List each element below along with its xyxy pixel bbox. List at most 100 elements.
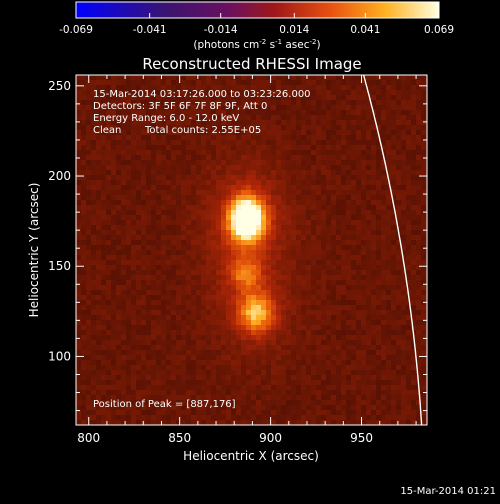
heatmap-cell (136, 300, 141, 305)
heatmap-cell (156, 390, 161, 395)
heatmap-cell (301, 410, 306, 415)
heatmap-cell (361, 165, 366, 170)
heatmap-cell (251, 305, 256, 310)
heatmap-cell (246, 315, 251, 320)
heatmap-cell (211, 145, 216, 150)
heatmap-cell (166, 255, 171, 260)
heatmap-cell (251, 80, 256, 85)
heatmap-cell (181, 225, 186, 230)
heatmap-cell (166, 215, 171, 220)
heatmap-cell (111, 165, 116, 170)
heatmap-cell (126, 125, 131, 130)
heatmap-cell (191, 260, 196, 265)
heatmap-cell (351, 360, 356, 365)
heatmap-cell (331, 270, 336, 275)
heatmap-cell (361, 345, 366, 350)
heatmap-cell (211, 80, 216, 85)
heatmap-cell (216, 145, 221, 150)
heatmap-cell (281, 360, 286, 365)
heatmap-cell (376, 75, 381, 80)
heatmap-cell (206, 175, 211, 180)
heatmap-cell (201, 210, 206, 215)
heatmap-cell (236, 370, 241, 375)
heatmap-cell (416, 295, 421, 300)
heatmap-cell (311, 155, 316, 160)
heatmap-cell (116, 180, 121, 185)
heatmap-cell (346, 105, 351, 110)
heatmap-cell (301, 235, 306, 240)
heatmap-cell (291, 215, 296, 220)
heatmap-cell (371, 375, 376, 380)
heatmap-cell (376, 395, 381, 400)
heatmap-cell (296, 280, 301, 285)
heatmap-cell (81, 255, 86, 260)
heatmap-cell (351, 85, 356, 90)
heatmap-cell (206, 320, 211, 325)
heatmap-cell (161, 190, 166, 195)
heatmap-cell (256, 140, 261, 145)
heatmap-cell (326, 255, 331, 260)
heatmap-cell (246, 240, 251, 245)
heatmap-cell (416, 310, 421, 315)
heatmap-cell (86, 330, 91, 335)
heatmap-cell (211, 255, 216, 260)
heatmap-cell (116, 215, 121, 220)
heatmap-cell (121, 135, 126, 140)
heatmap-cell (221, 75, 226, 80)
heatmap-cell (221, 165, 226, 170)
heatmap-cell (296, 390, 301, 395)
heatmap-cell (371, 325, 376, 330)
heatmap-cell (81, 95, 86, 100)
heatmap-cell (391, 180, 396, 185)
heatmap-cell (146, 140, 151, 145)
heatmap-cell (306, 110, 311, 115)
heatmap-cell (351, 120, 356, 125)
heatmap-cell (256, 160, 261, 165)
heatmap-cell (351, 295, 356, 300)
heatmap-cell (191, 170, 196, 175)
heatmap-cell (346, 285, 351, 290)
heatmap-cell (321, 235, 326, 240)
heatmap-cell (181, 305, 186, 310)
heatmap-cell (211, 385, 216, 390)
heatmap-cell (276, 215, 281, 220)
heatmap-cell (381, 105, 386, 110)
heatmap-cell (331, 235, 336, 240)
heatmap-cell (346, 380, 351, 385)
heatmap-cell (156, 260, 161, 265)
heatmap-cell (161, 340, 166, 345)
heatmap-cell (236, 140, 241, 145)
heatmap-cell (411, 380, 416, 385)
heatmap-cell (296, 210, 301, 215)
heatmap-cell (311, 130, 316, 135)
heatmap-cell (376, 300, 381, 305)
heatmap-cell (241, 245, 246, 250)
heatmap-cell (226, 75, 231, 80)
heatmap-cell (341, 175, 346, 180)
heatmap-cell (116, 320, 121, 325)
heatmap-cell (166, 145, 171, 150)
heatmap-cell (156, 325, 161, 330)
heatmap-cell (201, 310, 206, 315)
heatmap-cell (366, 155, 371, 160)
heatmap-cell (291, 140, 296, 145)
heatmap-cell (396, 300, 401, 305)
heatmap-cell (366, 235, 371, 240)
heatmap-cell (331, 345, 336, 350)
heatmap-cell (311, 140, 316, 145)
heatmap-cell (281, 355, 286, 360)
heatmap-cell (146, 80, 151, 85)
heatmap-cell (116, 295, 121, 300)
heatmap-cell (91, 335, 96, 340)
heatmap-cell (261, 220, 266, 225)
heatmap-cell (311, 85, 316, 90)
heatmap-cell (211, 390, 216, 395)
heatmap-cell (331, 245, 336, 250)
heatmap-cell (181, 335, 186, 340)
heatmap-cell (86, 250, 91, 255)
heatmap-cell (76, 355, 81, 360)
heatmap-cell (296, 225, 301, 230)
heatmap-cell (291, 355, 296, 360)
heatmap-cell (256, 75, 261, 80)
heatmap-cell (351, 115, 356, 120)
